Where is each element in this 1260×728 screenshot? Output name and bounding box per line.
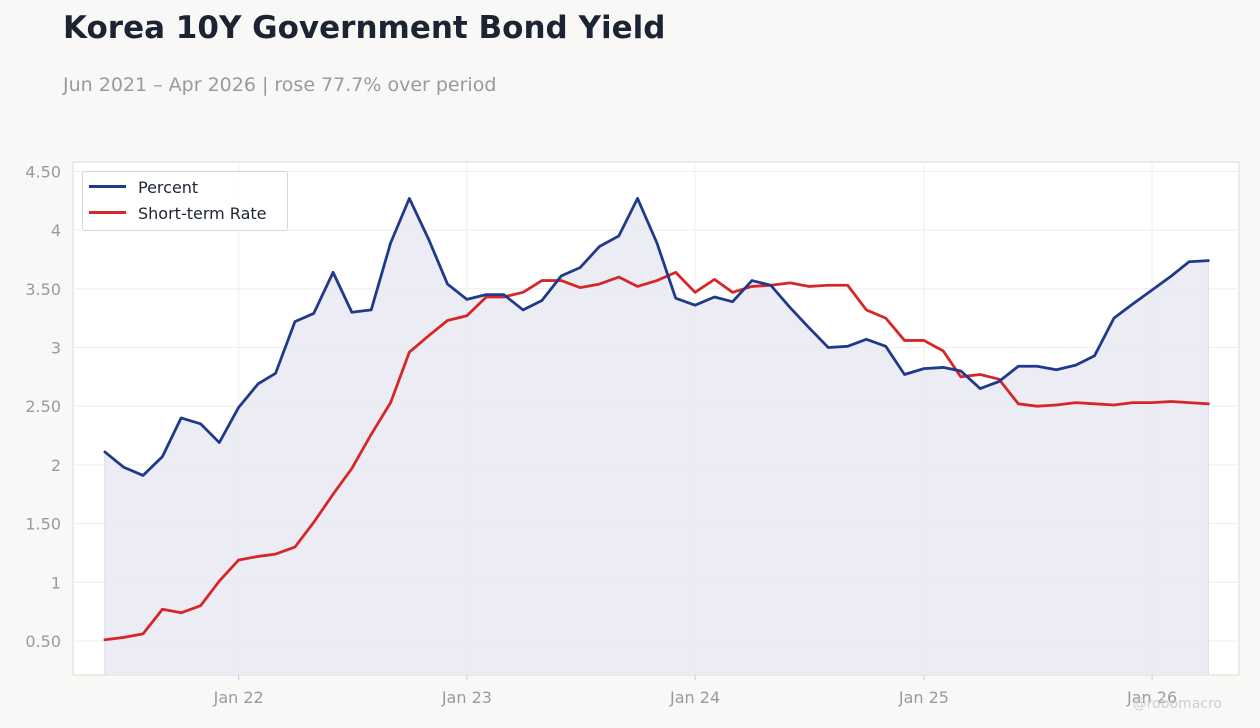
watermark: @robomacro [1132,696,1222,712]
x-tick-label: Jan 22 [213,688,264,707]
legend-label-short-term-rate: Short-term Rate [138,204,267,223]
y-tick-label: 1 [51,573,61,592]
chart-legend: Percent Short-term Rate [82,171,288,231]
y-tick-label: 1.50 [25,515,61,534]
x-tick-label: Jan 26 [1126,688,1177,707]
y-tick-label: 4.50 [25,162,61,181]
x-tick-label: Jan 24 [669,688,720,707]
series-line-short-term-rate [103,270,1210,642]
page-subtitle: Jun 2021 – Apr 2026 | rose 77.7% over pe… [63,74,497,96]
x-tick-label: Jan 25 [898,688,949,707]
y-tick-label: 4 [51,221,61,240]
y-tick-label: 2 [51,456,61,475]
legend-swatch-percent [89,185,126,188]
area-fill-percent [104,198,1209,676]
y-tick-label: 3.50 [25,280,61,299]
legend-item-percent: Percent [89,178,198,198]
y-tick-label: 2.50 [25,397,61,416]
y-tick-label: 0.50 [25,632,61,651]
legend-swatch-short-term-rate [89,211,126,214]
page-title: Korea 10Y Government Bond Yield [63,10,666,46]
legend-label-percent: Percent [138,178,199,197]
y-tick-label: 3 [51,338,61,357]
x-tick-label: Jan 23 [441,688,492,707]
legend-item-short-term-rate: Short-term Rate [89,204,266,224]
series-line-percent [103,196,1210,477]
